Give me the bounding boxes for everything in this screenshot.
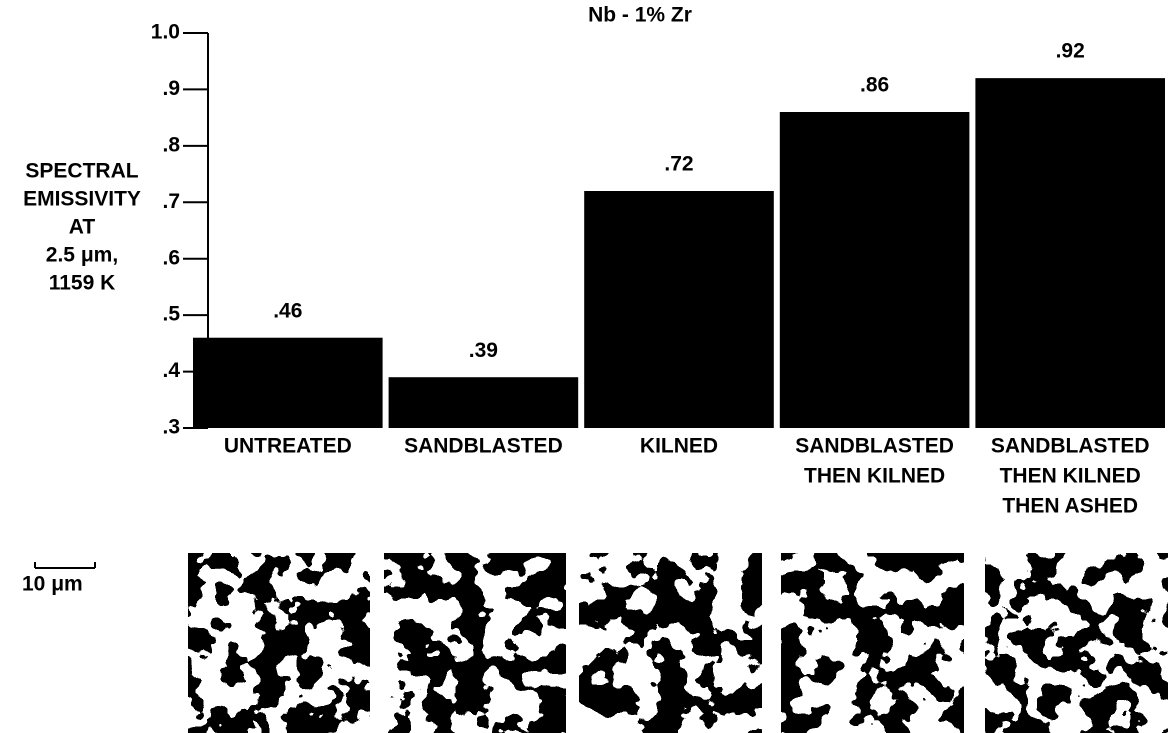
x-tick-label: THEN KILNED <box>804 465 945 488</box>
x-tick-label: SANDBLASTED <box>795 435 954 458</box>
scale-bar-label: 10 μm <box>22 573 83 596</box>
micrograph <box>579 553 762 733</box>
bar <box>584 191 774 428</box>
micrograph <box>188 553 370 733</box>
micrograph <box>985 553 1168 733</box>
micrograph <box>781 553 964 733</box>
bar <box>193 337 383 428</box>
bar <box>975 78 1165 429</box>
value-label: .39 <box>469 339 498 362</box>
value-label: .46 <box>273 299 302 322</box>
x-tick-label: SANDBLASTED <box>991 435 1150 458</box>
y-tick-label: .3 <box>162 416 180 439</box>
y-tick-label: 1.0 <box>151 21 180 44</box>
y-tick-label: .8 <box>162 133 180 156</box>
y-tick-label: .6 <box>162 246 180 269</box>
y-axis-label: 1159 K <box>49 272 116 295</box>
x-tick-label: THEN ASHED <box>1002 495 1138 518</box>
x-tick-label: UNTREATED <box>224 435 352 458</box>
micrographs <box>188 553 1168 733</box>
y-tick-label: .4 <box>162 359 180 382</box>
value-label: .92 <box>1056 40 1085 63</box>
y-tick-label: .5 <box>162 303 180 326</box>
y-axis-label: EMISSIVITY <box>23 188 141 211</box>
micrograph <box>384 553 566 733</box>
chart-title: Nb - 1% Zr <box>588 4 692 27</box>
x-tick-label: SANDBLASTED <box>404 435 563 458</box>
bar <box>388 377 579 428</box>
y-tick-label: .7 <box>162 190 180 213</box>
y-axis-label: AT <box>69 216 96 239</box>
y-tick-label: .9 <box>162 77 180 100</box>
value-label: .72 <box>664 153 693 176</box>
y-axis-label: 2.5 μm, <box>46 244 118 267</box>
y-axis-label: SPECTRAL <box>25 160 138 183</box>
value-label: .86 <box>860 74 889 97</box>
bar <box>779 112 970 428</box>
x-tick-label: THEN KILNED <box>1000 465 1141 488</box>
x-tick-label: KILNED <box>640 435 718 458</box>
